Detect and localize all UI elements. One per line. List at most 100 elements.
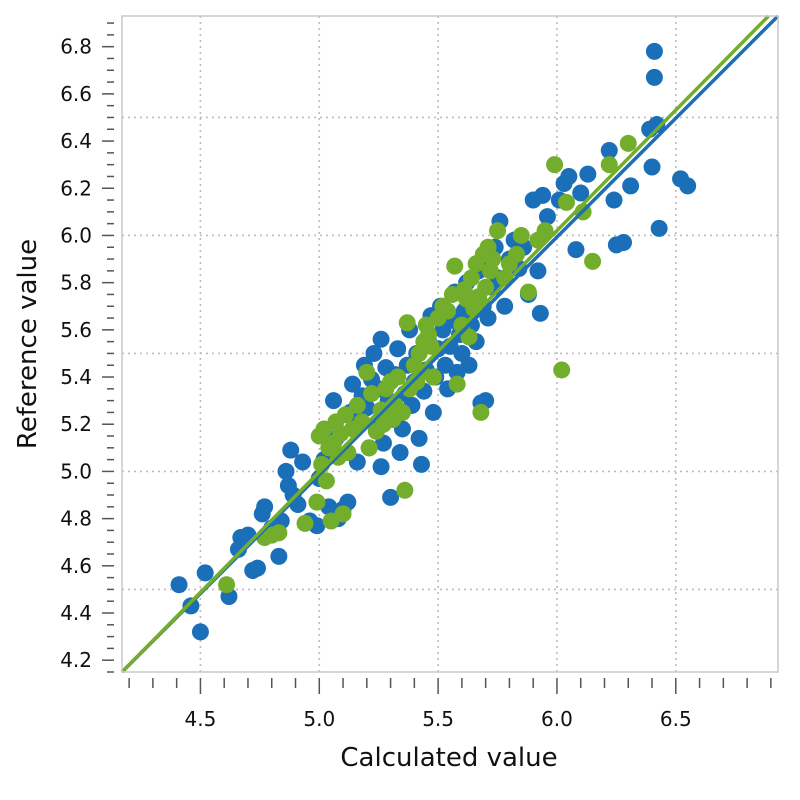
- data-point-series-2: [462, 269, 480, 287]
- data-point-series-1: [648, 116, 666, 134]
- data-point-series-1: [622, 177, 640, 195]
- data-point-series-2: [600, 156, 618, 174]
- data-point-series-2: [439, 302, 457, 320]
- data-point-series-1: [294, 453, 312, 471]
- data-point-series-2: [336, 406, 354, 424]
- data-point-series-1: [572, 184, 590, 202]
- data-point-series-2: [508, 245, 526, 263]
- data-point-series-2: [496, 269, 514, 287]
- data-point-series-1: [270, 547, 288, 565]
- data-point-series-1: [679, 177, 697, 195]
- fit-lines: [120, 14, 780, 674]
- y-tick-label: 5.8: [60, 271, 92, 295]
- data-point-series-1: [325, 392, 343, 410]
- data-point-series-2: [334, 505, 352, 523]
- data-point-series-2: [363, 385, 381, 403]
- data-point-series-1: [479, 309, 497, 327]
- data-point-series-2: [484, 250, 502, 268]
- data-point-series-2: [393, 403, 411, 421]
- grid-lines: [122, 16, 778, 672]
- data-point-series-1: [567, 241, 585, 259]
- data-point-series-1: [277, 462, 295, 480]
- data-point-series-1: [424, 403, 442, 421]
- data-point-series-1: [600, 142, 618, 160]
- y-tick-label: 5.6: [60, 318, 92, 342]
- data-point-series-2: [489, 222, 507, 240]
- data-point-series-2: [472, 403, 490, 421]
- data-point-series-2: [396, 481, 414, 499]
- y-tick-label: 6.0: [60, 223, 92, 247]
- data-point-series-2: [519, 283, 537, 301]
- data-point-series-2: [446, 257, 464, 275]
- data-point-series-2: [512, 226, 530, 244]
- data-point-series-2: [557, 193, 575, 211]
- data-point-series-1: [538, 208, 556, 226]
- axis-ticks: [102, 22, 772, 694]
- data-point-series-2: [296, 514, 314, 532]
- data-point-series-2: [424, 368, 442, 386]
- data-point-series-2: [477, 278, 495, 296]
- data-point-series-1: [496, 297, 514, 315]
- data-point-series-2: [553, 361, 571, 379]
- data-point-series-2: [317, 472, 335, 490]
- y-tick-label: 5.0: [60, 459, 92, 483]
- data-point-series-2: [308, 493, 326, 511]
- data-point-series-1: [248, 559, 266, 577]
- y-tick-label: 6.6: [60, 82, 92, 106]
- data-point-series-1: [643, 158, 661, 176]
- data-point-series-1: [170, 576, 188, 594]
- data-point-series-1: [372, 458, 390, 476]
- data-point-series-1: [182, 597, 200, 615]
- x-tick-label: 6.0: [541, 707, 573, 731]
- data-point-series-2: [398, 314, 416, 332]
- y-tick-label: 6.2: [60, 176, 92, 200]
- x-axis-title: Calculated value: [340, 743, 557, 773]
- data-point-series-1: [382, 488, 400, 506]
- data-point-series-2: [460, 328, 478, 346]
- data-point-series-1: [645, 68, 663, 86]
- data-point-series-1: [282, 441, 300, 459]
- x-tick-label: 5.5: [422, 707, 454, 731]
- y-tick-label: 4.2: [60, 648, 92, 672]
- data-point-series-2: [389, 368, 407, 386]
- data-point-series-2: [348, 396, 366, 414]
- data-point-series-1: [650, 219, 668, 237]
- y-tick-label: 5.2: [60, 412, 92, 436]
- data-point-series-2: [358, 363, 376, 381]
- data-point-series-1: [531, 304, 549, 322]
- data-point-series-2: [422, 337, 440, 355]
- data-point-series-2: [218, 576, 236, 594]
- y-tick-label: 4.6: [60, 554, 92, 578]
- data-point-series-2: [360, 439, 378, 457]
- data-point-series-2: [584, 252, 602, 270]
- x-tick-label: 4.5: [185, 707, 217, 731]
- data-point-series-1: [412, 455, 430, 473]
- data-point-series-1: [560, 167, 578, 185]
- data-point-series-1: [605, 191, 623, 209]
- data-point-series-1: [191, 623, 209, 641]
- data-point-series-1: [256, 498, 274, 516]
- data-point-series-1: [579, 165, 597, 183]
- x-tick-label: 6.5: [660, 707, 692, 731]
- tick-labels: 4.5 5.0 5.5 6.0 6.5 4.2 4.4 4.6 4.8 5.0 5.2 5.4 5.6 5…: [60, 35, 692, 731]
- y-tick-label: 6.4: [60, 129, 92, 153]
- x-tick-label: 5.0: [303, 707, 335, 731]
- data-point-series-1: [344, 375, 362, 393]
- data-point-series-1: [645, 42, 663, 60]
- data-point-series-1: [389, 340, 407, 358]
- data-point-series-1: [372, 330, 390, 348]
- data-point-series-2: [536, 222, 554, 240]
- y-axis-title: Reference value: [13, 239, 43, 449]
- y-tick-label: 5.4: [60, 365, 92, 389]
- data-point-series-1: [460, 356, 478, 374]
- data-point-series-1: [196, 564, 214, 582]
- data-point-series-2: [619, 134, 637, 152]
- data-point-series-1: [410, 429, 428, 447]
- data-point-series-2: [546, 156, 564, 174]
- data-point-series-1: [365, 344, 383, 362]
- fit-line-series-2: [120, 14, 770, 674]
- y-tick-label: 4.4: [60, 601, 92, 625]
- y-tick-label: 4.8: [60, 507, 92, 531]
- plot-frame: [121, 15, 779, 673]
